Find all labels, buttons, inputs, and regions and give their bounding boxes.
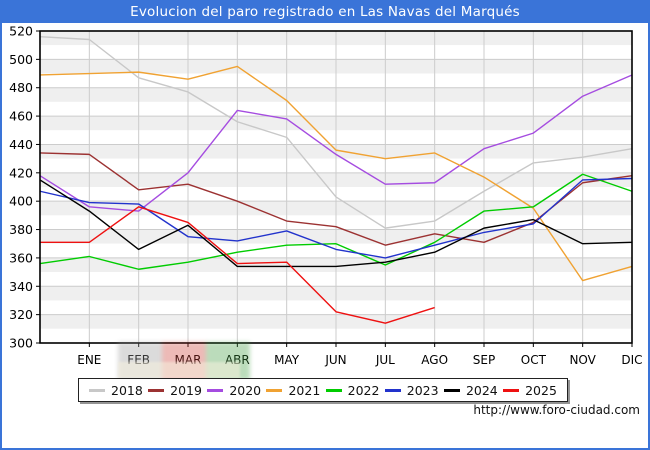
legend-item-2022: 2022 bbox=[325, 382, 380, 398]
y-axis-label-500: 500 bbox=[9, 52, 33, 67]
legend-label-2023: 2023 bbox=[406, 382, 439, 398]
y-axis-label-300: 300 bbox=[9, 336, 33, 351]
legend-label-2018: 2018 bbox=[111, 382, 143, 398]
chart-title: Evolucion del paro registrado en Las Nav… bbox=[130, 3, 520, 20]
y-axis-label-440: 440 bbox=[9, 137, 33, 152]
y-axis-label-380: 380 bbox=[9, 222, 33, 237]
series-line-2024 bbox=[39, 179, 633, 268]
y-axis-label-420: 420 bbox=[9, 165, 33, 180]
y-axis-label-520: 520 bbox=[9, 24, 33, 39]
legend-label-2024: 2024 bbox=[465, 382, 498, 398]
y-axis-label-360: 360 bbox=[9, 250, 33, 265]
legend-swatch-2025 bbox=[503, 388, 520, 392]
footer-url: http://www.foro-ciudad.com bbox=[473, 403, 640, 417]
title-bar: Evolucion del paro registrado en Las Nav… bbox=[0, 0, 650, 23]
x-axis-label-JUL: JUL bbox=[375, 353, 395, 367]
chart-area: 520500480460440420400380360340320300ENEF… bbox=[0, 23, 650, 423]
series-line-2019 bbox=[39, 152, 633, 246]
legend-item-2018: 2018 bbox=[89, 383, 143, 398]
legend-swatch-2018 bbox=[89, 388, 105, 392]
legend-swatch-2022 bbox=[325, 388, 342, 392]
line-chart-svg: 520500480460440420400380360340320300ENEF… bbox=[9, 24, 642, 368]
legend-swatch-2021 bbox=[266, 388, 283, 392]
x-axis-label-DIC: DIC bbox=[621, 353, 642, 367]
y-axis-label-340: 340 bbox=[9, 279, 33, 294]
legend-label-2025: 2025 bbox=[525, 382, 557, 398]
series-line-2018 bbox=[39, 35, 633, 229]
legend-item-2023: 2023 bbox=[384, 382, 439, 398]
legend-item-2019: 2019 bbox=[148, 383, 202, 398]
y-axis-label-320: 320 bbox=[9, 307, 33, 322]
watermark-base bbox=[118, 362, 240, 378]
legend-label-2020: 2020 bbox=[229, 382, 262, 398]
legend-item-2024: 2024 bbox=[443, 382, 498, 398]
series-line-2020 bbox=[39, 74, 633, 212]
y-axis-label-400: 400 bbox=[9, 194, 33, 209]
legend-swatch-2020 bbox=[207, 388, 224, 392]
legend-swatch-2023 bbox=[384, 388, 401, 392]
legend-label-2019: 2019 bbox=[170, 382, 202, 398]
legend-item-2025: 2025 bbox=[503, 383, 557, 398]
y-axis-label-460: 460 bbox=[9, 109, 33, 124]
series-line-2021 bbox=[39, 65, 633, 282]
series-line-2025 bbox=[40, 206, 435, 324]
x-axis-label-JUN: JUN bbox=[324, 353, 346, 367]
legend-label-2021: 2021 bbox=[288, 382, 321, 398]
legend-swatch-2019 bbox=[148, 388, 165, 392]
legend-swatch-2024 bbox=[443, 388, 460, 392]
series-line-2023 bbox=[39, 177, 633, 259]
x-axis-label-SEP: SEP bbox=[473, 353, 495, 367]
legend-item-2021: 2021 bbox=[266, 383, 320, 398]
x-axis-label-MAY: MAY bbox=[274, 353, 300, 367]
x-axis-label-NOV: NOV bbox=[569, 353, 596, 367]
x-axis-label-ENE: ENE bbox=[77, 353, 101, 367]
y-axis-label-480: 480 bbox=[9, 80, 33, 95]
x-axis-label-AGO: AGO bbox=[421, 353, 448, 367]
legend-label-2022: 2022 bbox=[347, 382, 380, 398]
legend-item-2020: 2020 bbox=[207, 383, 261, 398]
legend-box: 2018 2019 2020 2021 2022 2023 2024 2025 bbox=[78, 378, 568, 402]
x-axis-label-OCT: OCT bbox=[521, 353, 547, 367]
series-line-2022 bbox=[39, 173, 633, 270]
